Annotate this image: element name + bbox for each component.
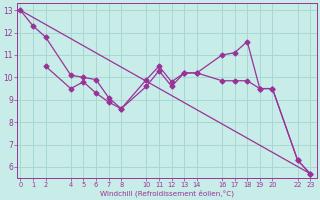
X-axis label: Windchill (Refroidissement éolien,°C): Windchill (Refroidissement éolien,°C) <box>100 189 234 197</box>
